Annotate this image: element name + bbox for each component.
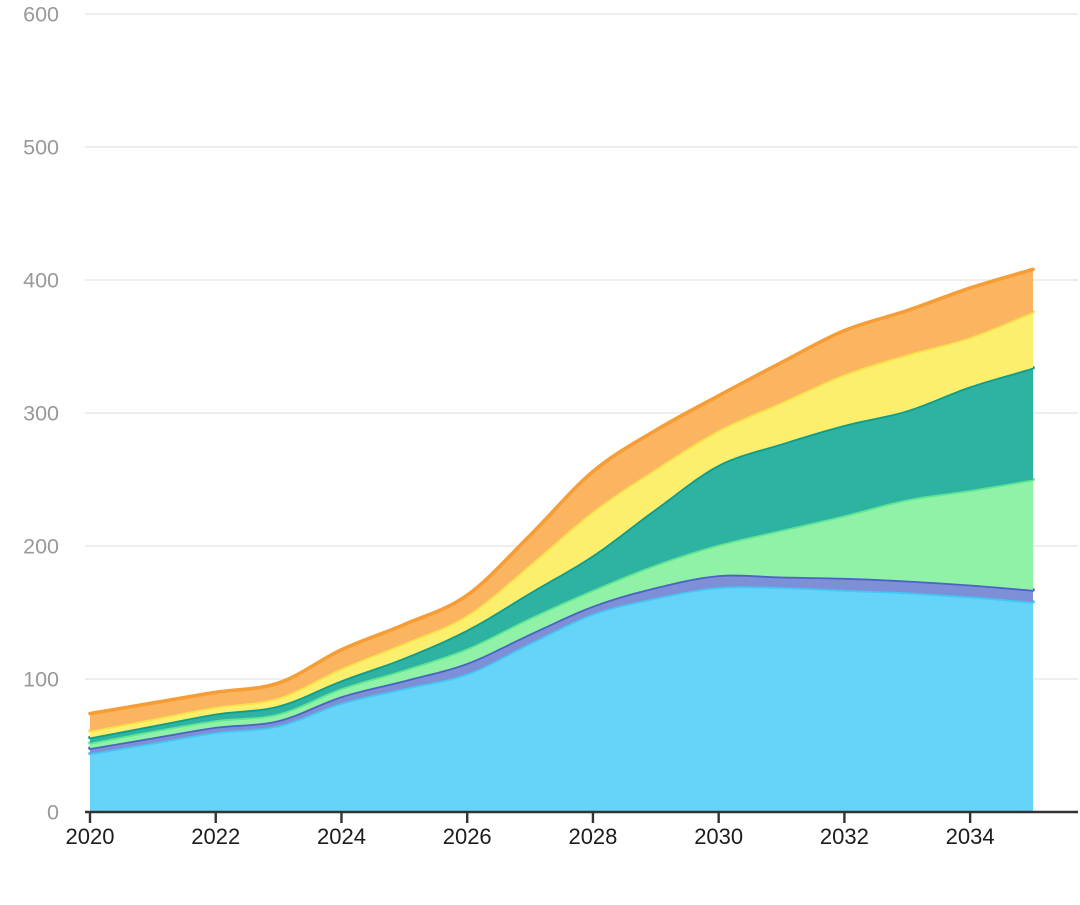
- x-axis-label: 2030: [694, 824, 743, 849]
- area-indigo: [90, 574, 1033, 754]
- y-axis-label: 100: [23, 668, 59, 692]
- x-axis-label: 2024: [317, 824, 366, 849]
- x-axis-label: 2034: [946, 824, 995, 849]
- area-orange: [90, 269, 1033, 731]
- x-axis-label: 2028: [568, 824, 617, 849]
- y-axis-label: 0: [47, 801, 59, 825]
- x-axis-label: 2032: [820, 824, 869, 849]
- y-axis-label: 500: [23, 136, 59, 160]
- x-axis-label: 2022: [191, 824, 240, 849]
- area-sky-blue: [90, 586, 1033, 812]
- y-axis-label: 400: [23, 269, 59, 293]
- y-axis-label: 300: [23, 402, 59, 426]
- area-teal: [90, 367, 1033, 743]
- x-axis-label: 2020: [66, 824, 115, 849]
- x-axis-label: 2026: [443, 824, 492, 849]
- y-axis-label: 200: [23, 535, 59, 559]
- area-light-green: [90, 479, 1033, 749]
- area-yellow: [90, 311, 1033, 738]
- y-axis-label: 600: [23, 3, 59, 27]
- line-orange: [88, 267, 1035, 716]
